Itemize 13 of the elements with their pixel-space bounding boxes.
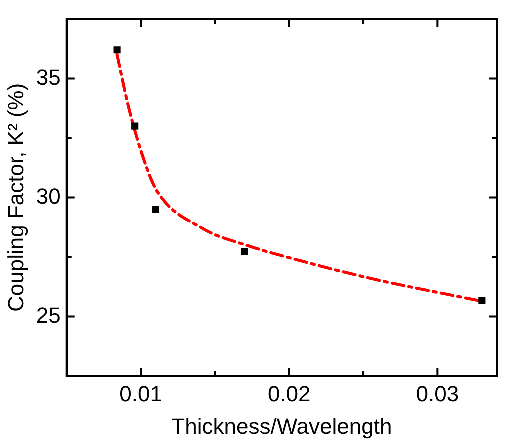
point [241, 248, 248, 256]
y-tick-label: 35 [36, 64, 61, 90]
y-tick-label: 30 [36, 184, 61, 209]
x-tick-label: 0.03 [416, 381, 460, 406]
y-axis-title: Coupling Factor, K² (%) [3, 83, 28, 312]
x-tick-label: 0.02 [268, 381, 311, 406]
x-tick-label: 0.01 [120, 381, 162, 406]
point [114, 46, 121, 54]
x-axis-title: Thickness/Wavelength [172, 414, 392, 439]
point [132, 122, 139, 130]
point [152, 206, 160, 214]
y-tick-label: 25 [36, 302, 61, 328]
point [478, 297, 486, 304]
